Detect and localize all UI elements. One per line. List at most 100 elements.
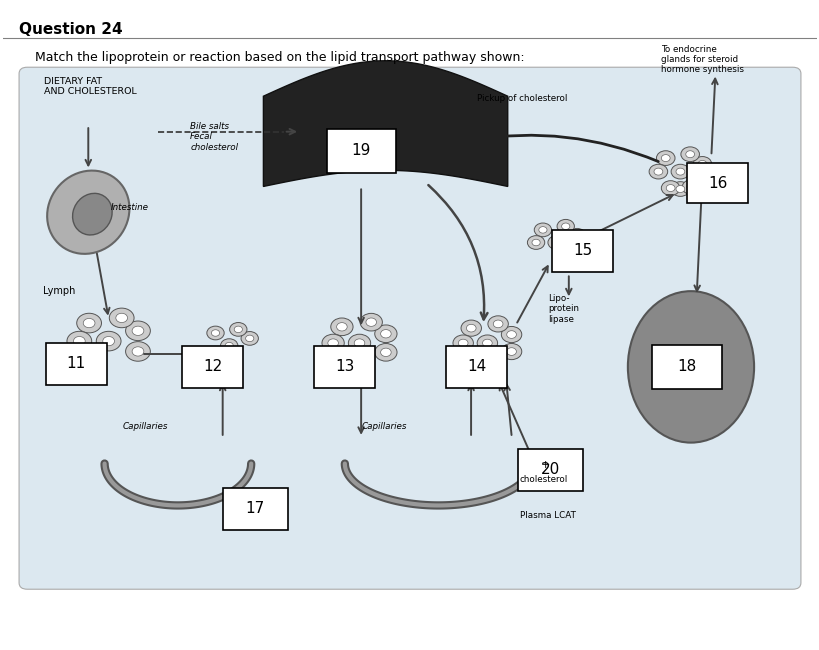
Circle shape [328,339,338,347]
Circle shape [675,185,684,192]
FancyBboxPatch shape [686,163,748,203]
FancyBboxPatch shape [314,346,375,388]
Circle shape [477,354,497,370]
Circle shape [354,339,364,347]
Circle shape [337,322,346,331]
Ellipse shape [627,291,753,443]
Circle shape [102,337,115,346]
Circle shape [680,147,699,162]
Circle shape [84,318,95,328]
Circle shape [460,320,481,336]
Text: +: + [540,460,549,471]
Circle shape [74,337,85,346]
Circle shape [556,220,573,233]
FancyBboxPatch shape [182,346,243,388]
Circle shape [493,320,502,328]
Circle shape [365,318,376,326]
Text: 13: 13 [335,359,354,374]
FancyBboxPatch shape [551,230,613,272]
Circle shape [246,335,254,342]
Circle shape [374,325,396,343]
Circle shape [96,332,121,351]
FancyBboxPatch shape [46,343,106,385]
Text: Capillaries: Capillaries [361,422,406,431]
Circle shape [568,228,585,242]
Circle shape [532,239,540,246]
Circle shape [206,326,224,340]
Circle shape [374,343,396,361]
Circle shape [572,232,581,239]
Text: 14: 14 [467,359,486,374]
Circle shape [466,324,476,332]
FancyBboxPatch shape [326,129,396,173]
Text: 20: 20 [540,463,559,478]
Text: 11: 11 [66,356,86,371]
Circle shape [482,358,491,366]
Circle shape [458,339,468,347]
FancyBboxPatch shape [19,67,800,589]
Text: Lymph: Lymph [43,287,76,296]
Circle shape [685,151,694,158]
Text: Match the lipoprotein or reaction based on the lipid transport pathway shown:: Match the lipoprotein or reaction based … [35,51,524,64]
Text: Plasma LCAT: Plasma LCAT [519,511,575,519]
Circle shape [125,342,150,361]
Circle shape [380,348,391,356]
FancyBboxPatch shape [446,346,507,388]
Circle shape [487,316,508,332]
Circle shape [477,335,497,351]
Circle shape [681,180,699,194]
Text: Bile salts
Fecal
cholesterol: Bile salts Fecal cholesterol [190,122,238,152]
Circle shape [547,236,564,250]
Text: Lipo-
protein
lipase: Lipo- protein lipase [548,294,579,324]
Circle shape [538,227,546,233]
Circle shape [229,322,247,336]
Circle shape [77,313,102,333]
Text: 12: 12 [203,359,222,374]
Circle shape [330,318,353,335]
Circle shape [697,176,706,183]
Circle shape [527,236,544,250]
Circle shape [697,161,706,167]
Circle shape [675,168,684,175]
Circle shape [661,155,669,162]
Text: cholesterol: cholesterol [519,474,568,484]
FancyBboxPatch shape [651,345,721,389]
Circle shape [348,334,370,352]
Circle shape [665,185,674,192]
Circle shape [661,181,679,196]
Circle shape [224,343,233,349]
Circle shape [132,347,143,356]
Text: Pickup of cholesterol: Pickup of cholesterol [476,94,567,103]
Circle shape [360,313,382,331]
Circle shape [506,348,516,356]
Circle shape [649,164,667,179]
Text: Question 24: Question 24 [19,22,123,37]
Circle shape [380,330,391,338]
Text: 19: 19 [351,144,370,159]
Text: Intestine: Intestine [110,203,148,211]
Circle shape [482,339,491,347]
Circle shape [234,326,242,333]
Text: DIETARY FAT
AND CHOLESTEROL: DIETARY FAT AND CHOLESTEROL [43,77,136,96]
Circle shape [506,331,516,339]
Circle shape [220,339,238,352]
Circle shape [654,168,662,175]
Text: 16: 16 [708,176,726,190]
Circle shape [686,183,695,190]
Circle shape [692,157,711,171]
Circle shape [132,326,143,335]
Circle shape [534,223,551,237]
Circle shape [115,313,128,322]
Text: Capillaries: Capillaries [123,422,168,431]
FancyBboxPatch shape [517,449,582,491]
Ellipse shape [48,170,129,254]
Circle shape [322,334,344,352]
Text: 17: 17 [246,501,265,516]
Circle shape [656,151,674,166]
Circle shape [125,321,150,341]
Text: 15: 15 [572,243,591,259]
Circle shape [452,335,473,351]
Ellipse shape [73,193,112,235]
Circle shape [670,164,689,179]
Circle shape [692,172,711,187]
